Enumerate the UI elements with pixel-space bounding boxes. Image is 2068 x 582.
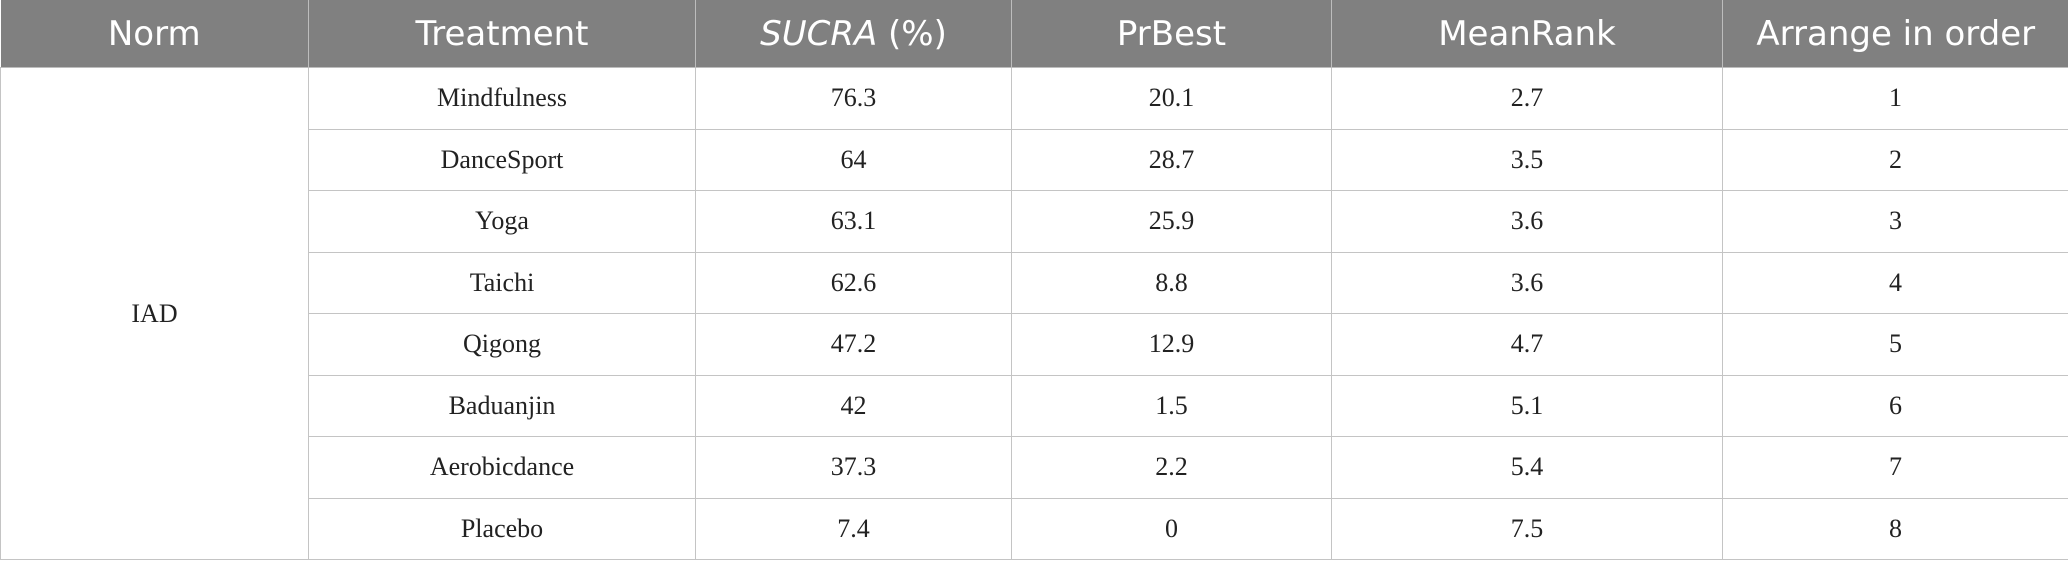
sucra-cell: 7.4 xyxy=(695,497,1012,560)
norm-cell: IAD xyxy=(0,67,309,560)
table-header: Norm Treatment SUCRA (%) PrBest MeanRank… xyxy=(0,0,2068,68)
prbest-cell: 1.5 xyxy=(1011,374,1332,437)
treatment-cell: Taichi xyxy=(308,251,696,314)
sucra-cell: 42 xyxy=(695,374,1012,437)
treatment-cell: Mindfulness xyxy=(308,67,696,130)
results-table-container: Norm Treatment SUCRA (%) PrBest MeanRank… xyxy=(0,0,2068,560)
sucra-cell: 62.6 xyxy=(695,251,1012,314)
table-row: Baduanjin 42 1.5 5.1 6 xyxy=(1,374,2068,437)
treatment-cell: Qigong xyxy=(308,313,696,376)
sucra-cell: 64 xyxy=(695,128,1012,191)
sucra-cell: 76.3 xyxy=(695,67,1012,130)
meanrank-cell: 3.6 xyxy=(1331,190,1723,253)
header-sucra-label: SUCRA xyxy=(760,13,878,54)
sucra-cell: 63.1 xyxy=(695,190,1012,253)
table-row: Aerobicdance 37.3 2.2 5.4 7 xyxy=(1,436,2068,499)
header-row: Norm Treatment SUCRA (%) PrBest MeanRank… xyxy=(0,0,2068,68)
order-cell: 7 xyxy=(1722,436,2068,499)
order-cell: 4 xyxy=(1722,251,2068,314)
meanrank-cell: 7.5 xyxy=(1331,497,1723,560)
prbest-cell: 8.8 xyxy=(1011,251,1332,314)
order-cell: 8 xyxy=(1722,497,2068,560)
header-sucra: SUCRA (%) xyxy=(695,0,1012,68)
treatment-cell: Baduanjin xyxy=(308,374,696,437)
table-row: Yoga 63.1 25.9 3.6 3 xyxy=(1,190,2068,253)
table-row: Taichi 62.6 8.8 3.6 4 xyxy=(1,251,2068,314)
header-sucra-unit: (%) xyxy=(877,13,947,54)
table-row: DanceSport 64 28.7 3.5 2 xyxy=(1,128,2068,191)
meanrank-cell: 5.4 xyxy=(1331,436,1723,499)
order-cell: 6 xyxy=(1722,374,2068,437)
prbest-cell: 2.2 xyxy=(1011,436,1332,499)
order-cell: 5 xyxy=(1722,313,2068,376)
prbest-cell: 0 xyxy=(1011,497,1332,560)
header-meanrank: MeanRank xyxy=(1331,0,1723,68)
prbest-cell: 25.9 xyxy=(1011,190,1332,253)
treatment-cell: DanceSport xyxy=(308,128,696,191)
sucra-cell: 47.2 xyxy=(695,313,1012,376)
meanrank-cell: 4.7 xyxy=(1331,313,1723,376)
table-row: IAD Mindfulness 76.3 20.1 2.7 1 xyxy=(0,67,2068,560)
sucra-cell: 37.3 xyxy=(695,436,1012,499)
header-treatment: Treatment xyxy=(308,0,696,68)
table-body: IAD Mindfulness 76.3 20.1 2.7 1 DanceSport 64 28… xyxy=(0,67,2068,560)
order-cell: 2 xyxy=(1722,128,2068,191)
meanrank-cell: 3.6 xyxy=(1331,251,1723,314)
prbest-cell: 20.1 xyxy=(1011,67,1332,130)
prbest-cell: 28.7 xyxy=(1011,128,1332,191)
treatment-cell: Aerobicdance xyxy=(308,436,696,499)
meanrank-cell: 5.1 xyxy=(1331,374,1723,437)
order-cell: 3 xyxy=(1722,190,2068,253)
order-cell: 1 xyxy=(1722,67,2068,130)
header-order: Arrange in order xyxy=(1722,0,2068,68)
treatment-cell: Placebo xyxy=(308,497,696,560)
header-prbest: PrBest xyxy=(1011,0,1332,68)
meanrank-cell: 3.5 xyxy=(1331,128,1723,191)
header-norm: Norm xyxy=(0,0,309,68)
sucra-ranking-table: Norm Treatment SUCRA (%) PrBest MeanRank… xyxy=(0,0,2068,560)
table-row: Placebo 7.4 0 7.5 8 xyxy=(1,497,2068,560)
table-row: Qigong 47.2 12.9 4.7 5 xyxy=(1,313,2068,376)
treatment-cell: Yoga xyxy=(308,190,696,253)
prbest-cell: 12.9 xyxy=(1011,313,1332,376)
meanrank-cell: 2.7 xyxy=(1331,67,1723,130)
